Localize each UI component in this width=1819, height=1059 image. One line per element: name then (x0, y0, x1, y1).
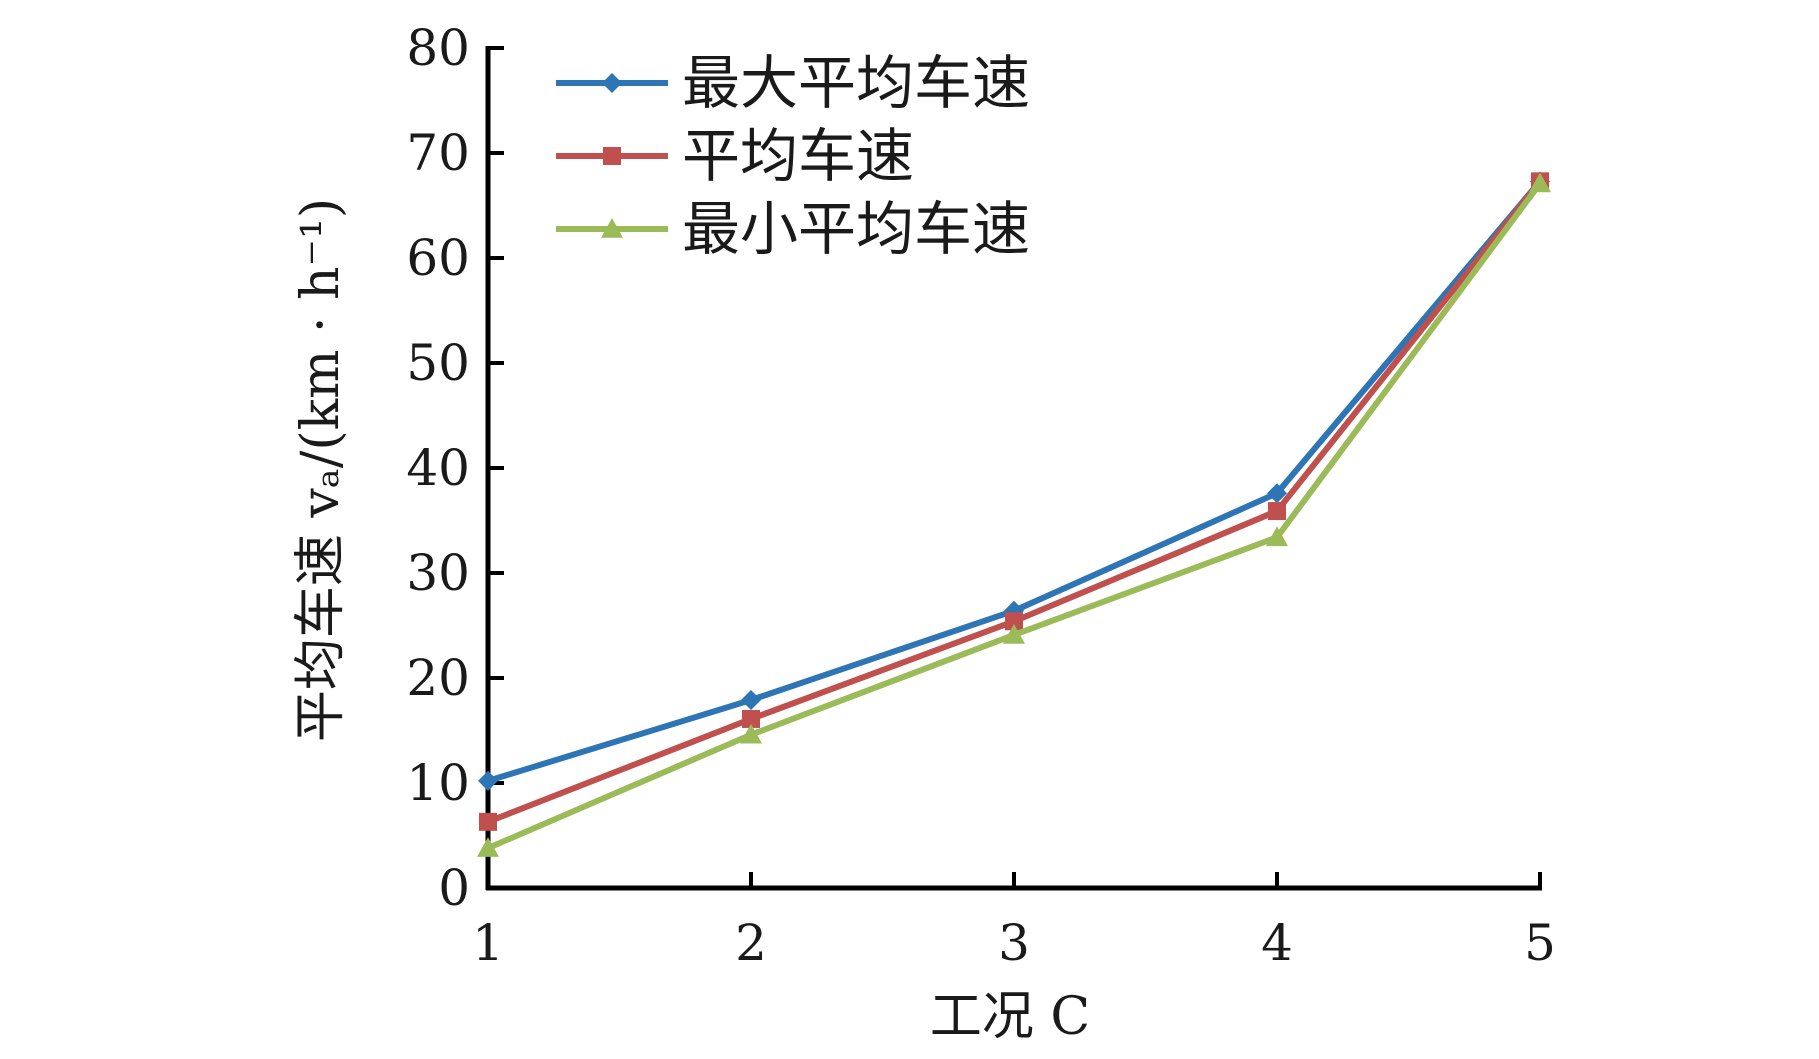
legend-item: 最小平均车速 (556, 195, 1030, 263)
y-tick-label: 60 (406, 229, 470, 287)
y-tick-label: 10 (406, 754, 470, 812)
y-tick-label: 50 (406, 334, 470, 392)
legend-marker (602, 73, 622, 93)
x-tick-label: 3 (998, 914, 1030, 972)
x-axis-title: 工况 C (930, 987, 1090, 1047)
legend-label: 最小平均车速 (682, 195, 1030, 263)
x-tick-label: 5 (1524, 914, 1556, 972)
data-point (477, 837, 499, 857)
data-point (478, 770, 498, 791)
axes (485, 46, 1542, 891)
legend-item: 平均车速 (556, 122, 914, 190)
data-point (1266, 526, 1288, 547)
legend-marker (603, 147, 621, 165)
y-tick-label: 70 (406, 124, 470, 182)
data-point (1005, 612, 1023, 631)
series-line (486, 181, 1543, 851)
data-point (479, 812, 497, 831)
data-point (742, 709, 760, 728)
data-point (1267, 483, 1287, 504)
y-tick-label: 30 (406, 544, 470, 602)
y-tick-label: 0 (438, 859, 470, 917)
legend-label: 平均车速 (682, 122, 914, 190)
x-tick-label: 2 (735, 914, 767, 972)
data-point (1003, 623, 1025, 644)
series-line (486, 179, 1543, 825)
data-point (1268, 502, 1286, 521)
y-tick-label: 40 (406, 439, 470, 497)
y-axis-title: 平均车速 vₐ/(km · h⁻¹) (291, 198, 351, 742)
series-3 (477, 172, 1551, 857)
y-tick-label: 20 (406, 649, 470, 707)
legend-item: 最大平均车速 (556, 49, 1030, 117)
tick-labels: 0 10 20 30 40 50 60 70 80 1 2 3 4 5 (406, 19, 1556, 972)
x-tick-label: 1 (472, 914, 504, 972)
data-point (740, 723, 762, 744)
series-line (487, 179, 1543, 784)
series-1 (478, 171, 1550, 791)
x-tick-label: 4 (1261, 914, 1293, 972)
legend-label: 最大平均车速 (682, 49, 1030, 117)
data-point (1529, 172, 1551, 193)
y-tick-label: 80 (406, 19, 470, 77)
legend-marker (601, 218, 623, 238)
data-point (741, 690, 761, 711)
series-lines (477, 171, 1551, 857)
